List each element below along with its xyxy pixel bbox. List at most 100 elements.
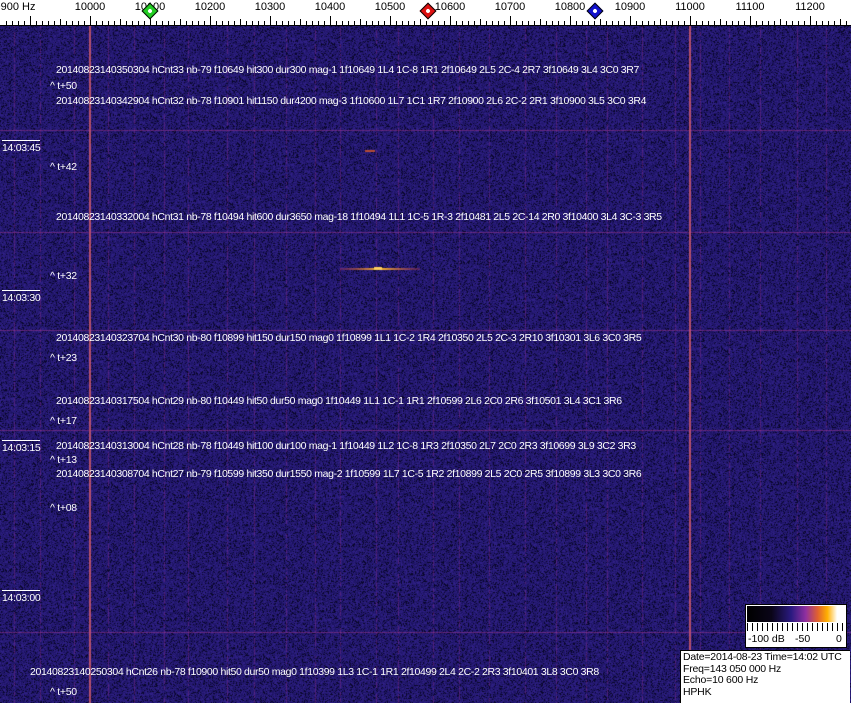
axis-tick <box>498 21 499 26</box>
axis-tick <box>276 21 277 26</box>
waterfall: 14:03:45 14:03:30 14:03:15 14:03:00 2014… <box>0 26 851 703</box>
axis-tick <box>678 21 679 26</box>
detection-annotation: 20140823140250304 hCnt26 nb-78 f10900 hi… <box>30 666 599 678</box>
axis-tick <box>450 16 451 26</box>
axis-tick <box>648 21 649 26</box>
axis-tick <box>378 21 379 26</box>
axis-tick <box>744 21 745 26</box>
axis-tick <box>696 21 697 26</box>
axis-tick <box>198 21 199 26</box>
axis-tick <box>426 21 427 26</box>
axis-tick <box>486 21 487 26</box>
detection-annotation: 20140823140308704 hCnt27 nb-79 f10599 hi… <box>56 468 642 480</box>
axis-tick-label: 10800 <box>554 1 586 13</box>
axis-tick <box>210 16 211 26</box>
detection-annotation: 20140823140342904 hCnt32 nb-78 f10901 hi… <box>56 95 647 107</box>
axis-tick <box>258 21 259 26</box>
axis-tick-label: 10600 <box>434 1 466 13</box>
axis-tick-label: 10000 <box>74 1 106 13</box>
axis-tick <box>78 21 79 26</box>
axis-tick <box>768 21 769 26</box>
axis-tick <box>72 21 73 26</box>
axis-tick <box>492 21 493 26</box>
axis-tick <box>6 21 7 26</box>
time-offset-tag: ^ t+17 <box>50 415 77 427</box>
axis-tick <box>162 21 163 26</box>
axis-tick <box>750 16 751 26</box>
axis-tick <box>624 21 625 26</box>
axis-tick <box>606 21 607 26</box>
axis-tick <box>318 21 319 26</box>
axis-tick <box>438 21 439 26</box>
axis-tick <box>786 21 787 26</box>
axis-tick <box>828 21 829 26</box>
axis-tick <box>234 21 235 26</box>
axis-tick <box>402 21 403 26</box>
axis-tick <box>90 16 91 26</box>
axis-tick-label: 11000 <box>675 1 705 13</box>
axis-tick <box>816 21 817 26</box>
axis-tick <box>222 21 223 26</box>
axis-tick-label: 10300 <box>254 1 286 13</box>
axis-tick <box>552 21 553 26</box>
axis-tick <box>66 21 67 26</box>
time-offset-tag: ^ t+32 <box>50 270 77 282</box>
axis-tick <box>288 21 289 26</box>
axis-tick <box>240 19 241 26</box>
axis-tick <box>636 21 637 26</box>
axis-tick <box>444 21 445 26</box>
axis-tick <box>462 21 463 26</box>
axis-tick <box>36 21 37 26</box>
axis-tick <box>810 16 811 26</box>
axis-tick <box>186 21 187 26</box>
info-station: HPHK <box>683 685 712 698</box>
info-echo: Echo=10 600 Hz <box>683 674 759 686</box>
axis-tick <box>822 21 823 26</box>
axis-tick <box>534 21 535 26</box>
axis-tick <box>660 19 661 26</box>
axis-tick-label: 9900 Hz <box>0 1 36 13</box>
axis-tick <box>654 21 655 26</box>
time-label: 14:03:30 <box>2 290 41 304</box>
axis-tick-label: 10700 <box>494 1 526 13</box>
axis-tick <box>714 21 715 26</box>
frequency-marker-icon[interactable] <box>586 2 604 20</box>
axis-tick <box>312 21 313 26</box>
axis-tick <box>414 21 415 26</box>
axis-tick <box>774 21 775 26</box>
axis-tick <box>708 21 709 26</box>
time-offset-tag: ^ t+42 <box>50 161 77 173</box>
time-label: 14:03:00 <box>2 590 41 604</box>
axis-tick <box>672 21 673 26</box>
axis-tick <box>690 16 691 26</box>
axis-tick <box>762 21 763 26</box>
axis-tick <box>396 21 397 26</box>
axis-tick <box>156 21 157 26</box>
axis-tick <box>600 19 601 26</box>
axis-tick <box>324 21 325 26</box>
axis-tick <box>804 21 805 26</box>
info-box: Date=2014-08-23 Time=14:02 UTC Freq=143 … <box>680 650 850 703</box>
axis-tick <box>666 21 667 26</box>
axis-tick <box>18 21 19 26</box>
axis-tick <box>252 21 253 26</box>
axis-tick <box>144 21 145 26</box>
axis-tick <box>840 19 841 26</box>
axis-tick <box>468 21 469 26</box>
detection-annotation: 20140823140313004 hCnt28 nb-78 f10449 hi… <box>56 440 636 452</box>
colorbar-legend: -100 dB -50 0 <box>745 604 847 648</box>
axis-tick <box>360 19 361 26</box>
time-label: 14:03:45 <box>2 140 41 154</box>
detection-annotation: 20140823140317504 hCnt29 nb-80 f10449 hi… <box>56 395 622 407</box>
axis-tick <box>126 21 127 26</box>
axis-tick <box>48 21 49 26</box>
info-frequency: Freq=143 050 000 Hz <box>683 662 782 675</box>
axis-tick <box>114 21 115 26</box>
time-label: 14:03:15 <box>2 440 41 454</box>
axis-tick <box>558 21 559 26</box>
axis-tick <box>30 16 31 26</box>
axis-tick <box>12 21 13 26</box>
axis-tick <box>336 21 337 26</box>
axis-tick <box>300 19 301 26</box>
